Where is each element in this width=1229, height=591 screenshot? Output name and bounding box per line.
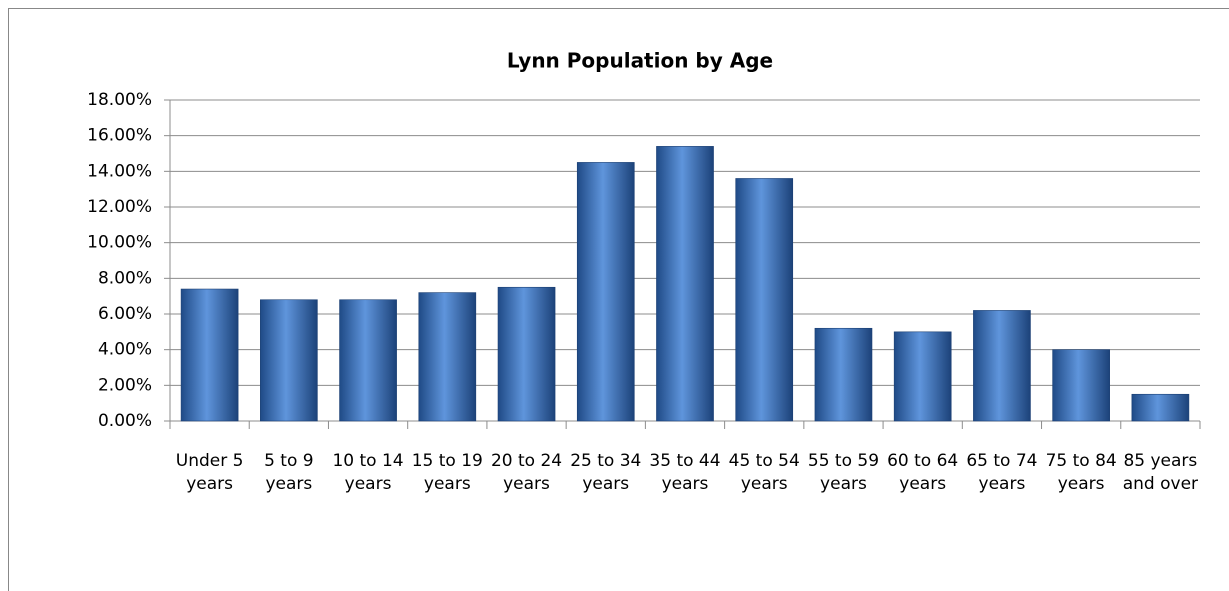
bar xyxy=(497,286,556,422)
bar xyxy=(339,299,397,422)
y-tick-label: 16.00% xyxy=(87,126,152,146)
x-tick-label: 15 to 19 years xyxy=(411,451,483,494)
bar xyxy=(893,331,952,422)
x-tick-label: 35 to 44 years xyxy=(649,451,721,494)
y-tick-label: 8.00% xyxy=(98,268,152,288)
bar xyxy=(260,299,318,422)
bar xyxy=(1131,393,1190,422)
y-tick-label: 0.00% xyxy=(98,411,152,431)
y-tick-label: 2.00% xyxy=(98,375,152,395)
x-tick-label: 55 to 59 years xyxy=(807,451,880,494)
chart-title: Lynn Population by Age xyxy=(507,49,773,73)
bar xyxy=(656,146,714,422)
bar xyxy=(418,292,477,422)
bar xyxy=(973,310,1031,422)
bar xyxy=(1052,349,1110,422)
y-tick-label: 18.00% xyxy=(87,90,152,110)
bar xyxy=(814,327,873,422)
x-tick-label: 75 to 84 years xyxy=(1045,451,1117,494)
x-tick-label: 25 to 34 years xyxy=(570,451,642,494)
x-tick-label: 85 years and over xyxy=(1122,451,1199,494)
x-tick-label: 5 to 9 years xyxy=(264,451,314,494)
bar xyxy=(180,288,239,422)
y-tick-label: 14.00% xyxy=(87,161,152,181)
y-tick-label: 4.00% xyxy=(98,340,152,360)
x-tick-label: 10 to 14 years xyxy=(332,451,404,494)
y-tick-label: 12.00% xyxy=(87,197,152,217)
bar xyxy=(576,162,635,422)
x-tick-label: Under 5 years xyxy=(175,451,244,494)
x-tick-label: 65 to 74 years xyxy=(966,451,1038,494)
y-tick-label: 6.00% xyxy=(98,304,152,324)
x-tick-label: 20 to 24 years xyxy=(490,451,563,494)
x-tick-label: 45 to 54 years xyxy=(728,451,800,494)
bar xyxy=(735,178,794,422)
x-tick-label: 60 to 64 years xyxy=(887,451,959,494)
y-tick-label: 10.00% xyxy=(87,233,152,253)
